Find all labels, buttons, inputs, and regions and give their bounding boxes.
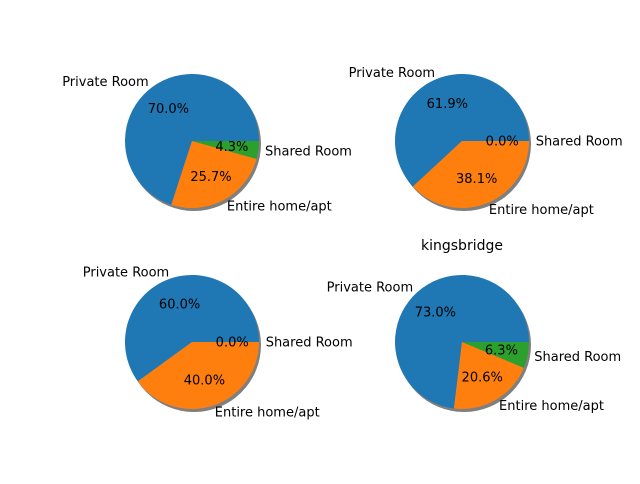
slice-percent-label: 70.0% [148, 102, 189, 117]
pie-4: 73.0%Private Room 20.6% Entire home/apt 6.3… [327, 238, 622, 414]
slice-category-label: Private Room [327, 280, 413, 295]
slice-category-label: Private Room [83, 265, 169, 280]
pie-3: 60.0% Private Room 40.0% Entire home/apt 0.0… [83, 265, 353, 420]
slice-category-label: Shared Room [534, 350, 621, 365]
pie-slice-private-room [125, 274, 260, 382]
slice-percent-label: 40.0% [184, 374, 225, 389]
slice-percent-label: 61.9% [427, 97, 468, 112]
slice-percent-label: 0.0% [486, 135, 519, 150]
pie-2: 61.9% Private Room 38.1% Entire home/apt 0.0… [349, 66, 623, 218]
pie-slice-shared-room [192, 141, 259, 159]
slice-category-label: Private Room [349, 66, 435, 81]
pie-1: 70.0%Private Room 25.7% Entire home/apt 4.3… [62, 73, 352, 214]
slice-percent-label: 73.0% [415, 305, 456, 320]
slice-category-label: Entire home/apt [227, 199, 332, 214]
pie-slice-private-room [125, 73, 259, 205]
slice-percent-label: 38.1% [456, 172, 497, 187]
slice-percent-label: 0.0% [216, 336, 249, 351]
slice-category-label: Entire home/apt [499, 399, 604, 414]
pie-slice-private-room [394, 74, 529, 187]
pie-title: kingsbridge [421, 238, 503, 254]
pie-slice-entire-home-apt [412, 141, 529, 209]
pie-slice-shared-room [462, 342, 529, 368]
pie-slice-private-room [395, 275, 529, 409]
slice-category-label: Shared Room [265, 144, 352, 159]
slice-category-label: Shared Room [266, 336, 353, 351]
slice-category-label: Private Room [62, 75, 148, 90]
slice-category-label: Entire home/apt [215, 406, 320, 421]
pie-slice-entire-home-apt [171, 141, 257, 208]
slice-percent-label: 20.6% [462, 370, 503, 385]
slice-percent-label: 6.3% [485, 343, 518, 358]
slice-percent-label: 25.7% [190, 170, 231, 185]
pie-slice-entire-home-apt [137, 342, 259, 409]
slice-percent-label: 60.0% [159, 297, 200, 312]
pie-slice-entire-home-apt [453, 342, 524, 410]
slice-category-label: Shared Room [536, 135, 623, 150]
slice-category-label: Entire home/apt [489, 203, 594, 218]
slice-percent-label: 4.3% [215, 140, 248, 155]
